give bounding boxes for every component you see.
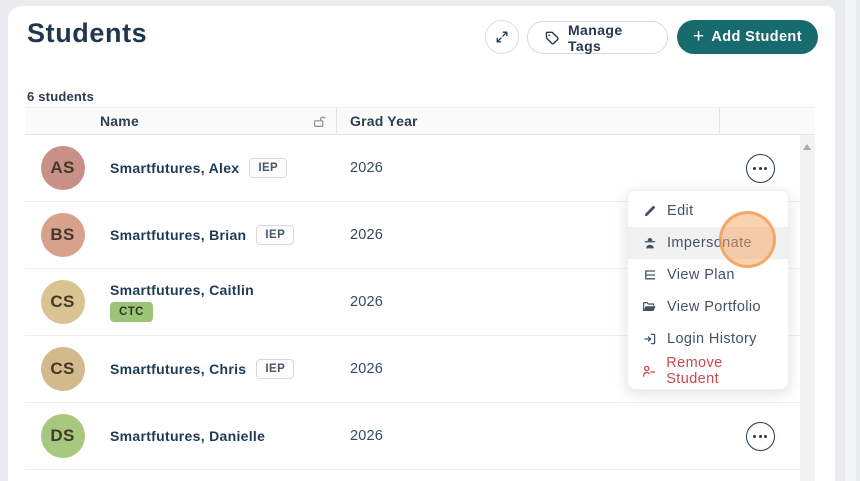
page-title: Students: [27, 18, 148, 48]
header-name-column[interactable]: Name: [100, 108, 337, 134]
student-count: 6 students: [27, 89, 95, 104]
ctc-badge: CTC: [110, 302, 153, 322]
student-name: Smartfutures, Brian: [110, 227, 247, 243]
row-actions-button[interactable]: [745, 421, 775, 451]
student-name: Smartfutures, Alex: [110, 160, 240, 176]
scroll-up-arrow[interactable]: [803, 144, 811, 150]
menu-item-view-portfolio[interactable]: View Portfolio: [628, 291, 788, 323]
iep-badge: IEP: [249, 158, 288, 178]
iep-badge: IEP: [256, 225, 295, 245]
add-student-label: Add Student: [711, 29, 802, 45]
grad-year-value: 2026: [350, 160, 384, 176]
header-actions-column: [720, 108, 815, 134]
header-avatar-column: [25, 108, 100, 134]
avatar: CS: [40, 347, 85, 391]
spy-icon: [642, 236, 657, 250]
expand-arrows-icon: [495, 30, 509, 44]
expand-button[interactable]: [485, 20, 519, 54]
avatar: DS: [40, 414, 85, 458]
student-name: Smartfutures, Danielle: [110, 428, 266, 444]
table-header: Name Grad Year: [25, 107, 815, 135]
pencil-icon: [642, 204, 657, 218]
avatar: BS: [40, 213, 85, 257]
list-tree-icon: [642, 268, 657, 282]
grad-year-value: 2026: [350, 227, 384, 243]
student-name: Smartfutures, Chris: [110, 361, 247, 377]
iep-badge: IEP: [256, 359, 295, 379]
plus-icon: +: [693, 25, 705, 47]
row-actions-button[interactable]: [745, 153, 775, 183]
grad-year-value: 2026: [350, 294, 384, 310]
table-row[interactable]: DS Smartfutures, Danielle 2026: [25, 403, 800, 470]
avatar: CS: [40, 280, 85, 324]
menu-item-impersonate[interactable]: Impersonate: [628, 227, 788, 259]
menu-item-edit[interactable]: Edit: [628, 195, 788, 227]
header-grad-year-label: Grad Year: [350, 113, 418, 129]
menu-item-remove-student[interactable]: Remove Student: [628, 355, 788, 387]
student-name: Smartfutures, Caitlin: [110, 282, 254, 298]
folder-open-icon: [642, 300, 657, 314]
menu-item-login-history[interactable]: Login History: [628, 323, 788, 355]
menu-item-view-plan[interactable]: View Plan: [628, 259, 788, 291]
window-scrollbar[interactable]: [845, 0, 856, 481]
header-name-label: Name: [100, 113, 139, 129]
add-student-button[interactable]: + Add Student: [677, 20, 818, 54]
header-grad-year-column[interactable]: Grad Year: [337, 108, 720, 134]
manage-tags-button[interactable]: Manage Tags: [527, 21, 668, 54]
grad-year-value: 2026: [350, 361, 384, 377]
table-scrollbar[interactable]: [800, 135, 815, 481]
tag-icon: [544, 30, 560, 46]
unlock-icon[interactable]: [313, 115, 328, 128]
row-actions-menu: Edit Impersonate View Plan: [627, 190, 789, 390]
grad-year-value: 2026: [350, 428, 384, 444]
login-icon: [642, 332, 657, 346]
manage-tags-label: Manage Tags: [568, 21, 623, 54]
person-minus-icon: [642, 364, 656, 378]
avatar: AS: [40, 146, 85, 190]
